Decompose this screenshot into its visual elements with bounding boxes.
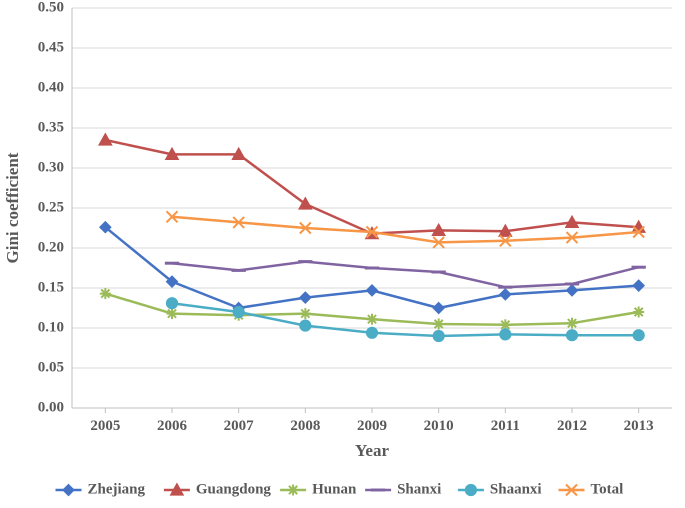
x-tick-label: 2009: [357, 418, 387, 434]
legend-label: Guangdong: [196, 481, 272, 497]
legend-label: Total: [591, 481, 624, 497]
y-tick-label: 0.05: [38, 359, 64, 375]
y-tick-label: 0.35: [38, 119, 64, 135]
y-tick-label: 0.00: [38, 399, 64, 415]
y-axis-label: Gini coefficient: [3, 152, 22, 263]
x-tick-label: 2012: [557, 418, 587, 434]
y-tick-label: 0.25: [38, 199, 64, 215]
x-tick-label: 2006: [157, 418, 188, 434]
legend-label: Hunan: [312, 481, 357, 497]
y-tick-label: 0.20: [38, 239, 64, 255]
y-tick-label: 0.40: [38, 79, 64, 95]
legend-label: Zhejiang: [88, 481, 146, 497]
x-tick-label: 2011: [491, 418, 520, 434]
x-tick-label: 2013: [624, 418, 654, 434]
legend: Zhejiang Guangdong Hunan Shanxi Shaanxi Total: [56, 481, 624, 497]
x-axis-label: Year: [355, 441, 389, 460]
y-tick-label: 0.10: [38, 319, 64, 335]
legend-label: Shaanxi: [490, 481, 542, 497]
y-tick-label: 0.15: [38, 279, 64, 295]
x-tick-label: 2005: [90, 418, 120, 434]
legend-label: Shanxi: [397, 481, 441, 497]
gini-line-chart: 0.00 0.05 0.10 0.15 0.20 0.25 0.30 0.35 0.40 0.45…: [0, 0, 685, 508]
y-tick-label: 0.30: [38, 159, 64, 175]
x-tick-label: 2007: [224, 418, 255, 434]
y-tick-label: 0.45: [38, 39, 64, 55]
x-tick-label: 2010: [424, 418, 454, 434]
x-tick-label: 2008: [290, 418, 320, 434]
y-tick-label: 0.50: [38, 0, 64, 15]
